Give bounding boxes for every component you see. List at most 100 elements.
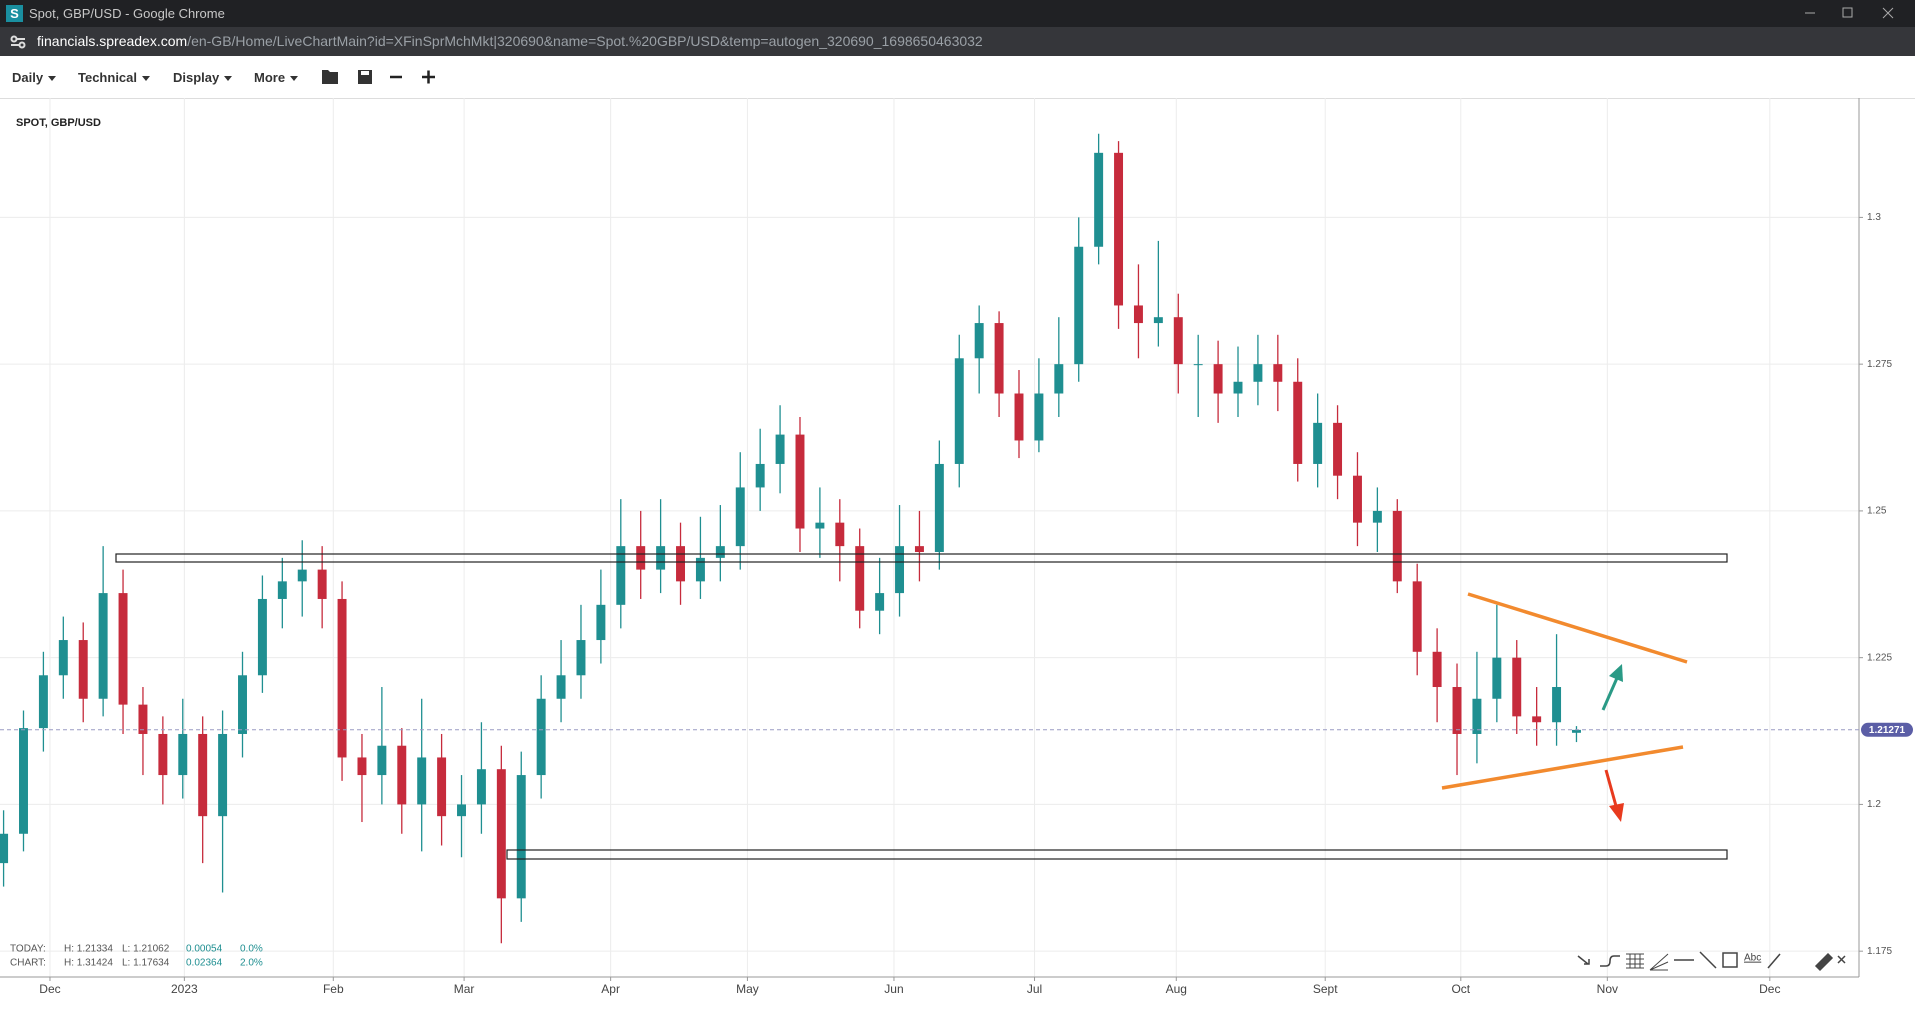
candle-body	[875, 593, 885, 611]
y-tick-label: 1.2	[1867, 799, 1881, 810]
candle-body	[1074, 246, 1084, 365]
candle-body	[277, 581, 287, 599]
text-tool[interactable]: Abc	[1744, 953, 1761, 964]
candle-body	[695, 557, 705, 582]
candle-body	[1372, 510, 1382, 523]
candle-body	[98, 593, 108, 699]
candle-body	[715, 546, 725, 558]
x-tick-label: 2023	[171, 982, 198, 996]
rect-tool[interactable]	[1722, 952, 1738, 968]
candle-body	[556, 675, 566, 699]
window-title: Spot, GBP/USD - Google Chrome	[29, 6, 225, 21]
candle-body	[1492, 657, 1502, 699]
support-zone	[506, 849, 1728, 860]
candle-body	[974, 323, 984, 359]
down-arrow	[1604, 769, 1618, 807]
candle-body	[1552, 687, 1562, 723]
curve-tool[interactable]	[1600, 955, 1620, 967]
stats-high: H: 1.31424	[64, 958, 113, 969]
menu[interactable]: Technical	[78, 70, 151, 85]
y-tick-label: 1.225	[1867, 652, 1892, 663]
cursor-tool[interactable]	[1577, 955, 1590, 965]
stats-change: 0.00054	[186, 944, 223, 955]
menu[interactable]: More	[254, 70, 299, 85]
toolbar-icons	[322, 70, 435, 84]
candle-body	[1094, 152, 1104, 247]
candle-body	[1313, 422, 1323, 464]
up-arrow	[1601, 677, 1619, 711]
candle-body	[198, 733, 208, 817]
candle-body	[914, 546, 924, 553]
lower-trendline	[1441, 745, 1684, 790]
candle-body	[835, 522, 845, 547]
clear-tool[interactable]	[1837, 955, 1846, 964]
candle-body	[19, 728, 28, 834]
window-controls	[1805, 7, 1894, 19]
menu[interactable]: Daily	[12, 70, 57, 85]
ruler-tool[interactable]	[1814, 952, 1834, 972]
down-arrow-head	[1609, 803, 1624, 822]
y-tick-label: 1.25	[1867, 506, 1887, 517]
candle-body	[1034, 393, 1044, 441]
stats-percent: 2.0%	[240, 958, 263, 969]
candle-body	[1213, 364, 1223, 394]
menu[interactable]: Display	[173, 70, 233, 85]
line-tool[interactable]	[1699, 951, 1717, 969]
menu-label[interactable]: Display	[173, 70, 220, 85]
ray-tool[interactable]	[1767, 953, 1781, 969]
candle-body	[1273, 364, 1283, 382]
site-info-icon[interactable]	[8, 32, 28, 52]
restore[interactable]	[1842, 7, 1853, 18]
candle-body	[78, 640, 88, 699]
stats-low: L: 1.17634	[122, 958, 170, 969]
menu-label[interactable]: Technical	[78, 70, 138, 85]
candle-body	[1392, 510, 1402, 582]
drawing-tools: Abc	[1577, 951, 1846, 972]
candle-body	[118, 593, 128, 705]
address-bar[interactable]: financials.spreadex.com/en-GB/Home/LiveC…	[0, 27, 1915, 56]
candle-body	[1352, 475, 1362, 523]
candle-body	[1333, 422, 1343, 476]
candle-body	[1114, 152, 1124, 306]
candle-body	[457, 804, 466, 817]
candle-body	[815, 522, 825, 529]
candle-body	[895, 546, 905, 594]
url-domain: financials.spreadex.com	[37, 33, 188, 49]
candle-body	[1412, 581, 1422, 652]
candle-body	[437, 757, 447, 817]
y-tick-label: 1.275	[1867, 359, 1892, 370]
candle-body	[536, 698, 546, 776]
candle-body	[377, 745, 387, 776]
candle-body	[58, 640, 68, 676]
menu-label[interactable]: Daily	[12, 70, 44, 85]
x-tick-label: Apr	[601, 982, 620, 996]
stats-low: L: 1.21062	[122, 944, 170, 955]
open-icon[interactable]	[322, 70, 338, 84]
candle-body	[855, 546, 865, 611]
candle-body	[257, 598, 267, 676]
candle-body	[1452, 687, 1462, 734]
candle-body	[676, 546, 686, 582]
chart-toolbar: Daily Technical Display More	[0, 56, 1915, 99]
x-tick-label: Jul	[1027, 982, 1042, 996]
candle-body	[1571, 729, 1581, 733]
close[interactable]	[1882, 7, 1894, 19]
candle-body	[138, 704, 148, 734]
menu-label[interactable]: More	[254, 70, 286, 85]
fib-tool[interactable]	[1626, 953, 1644, 969]
x-tick-label: Sept	[1313, 982, 1338, 996]
candle-body	[596, 604, 606, 641]
grid	[0, 98, 1863, 981]
zoom-in-icon[interactable]	[422, 70, 435, 84]
candle-body	[496, 769, 506, 899]
candle-body	[297, 569, 307, 582]
candle-body	[1133, 305, 1143, 324]
candle-body	[1193, 364, 1203, 366]
up-arrow-head	[1609, 664, 1623, 682]
upper-trendline	[1467, 592, 1688, 664]
candle-body	[795, 434, 805, 529]
candle-body	[616, 546, 626, 605]
x-tick-label: Oct	[1451, 982, 1470, 996]
fan-tool[interactable]	[1649, 953, 1669, 971]
